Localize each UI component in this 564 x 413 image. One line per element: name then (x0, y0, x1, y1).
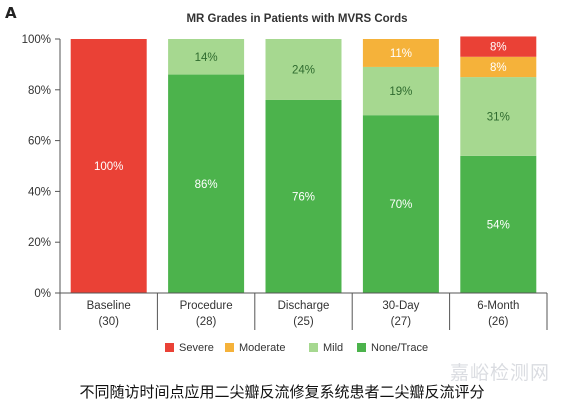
panel-label: A (5, 4, 17, 22)
y-tick-label: 80% (28, 85, 51, 97)
legend-label: None/Trace (371, 342, 428, 354)
bar-segment-mild (265, 39, 342, 100)
y-tick-label: 0% (34, 288, 51, 300)
x-category-count: (26) (488, 316, 509, 328)
legend: Severe Moderate Mild None/Trace (165, 342, 428, 354)
legend-swatch-severe (165, 343, 174, 352)
bar-segment-mild (168, 39, 245, 75)
x-category-count: (27) (391, 316, 412, 328)
data-label: 24% (292, 64, 315, 76)
data-label: 54% (487, 219, 510, 231)
x-axis-table: Baseline (30) Procedure (28) Discharge (25) 30… (59, 292, 548, 330)
bar-segment-severe (460, 36, 537, 57)
y-tick-label: 40% (28, 186, 51, 198)
data-label: 70% (389, 199, 412, 211)
bar-segment-none-trace (362, 115, 439, 293)
data-label: 8% (490, 42, 507, 54)
y-tick-label: 60% (28, 136, 51, 148)
data-label: 100% (94, 161, 123, 173)
legend-label: Moderate (239, 342, 285, 354)
data-label: 86% (195, 179, 218, 191)
x-category-label: 6-Month (477, 300, 519, 312)
legend-swatch-moderate (225, 343, 234, 352)
y-tick-label: 20% (28, 237, 51, 249)
legend-swatch-none-trace (357, 343, 366, 352)
x-category-label: Baseline (87, 300, 131, 312)
bar-segment-mild (460, 77, 537, 156)
y-tick-label: 100% (22, 34, 51, 46)
x-category-label: Discharge (278, 300, 330, 312)
y-axis: 0% 20% 40% 60% 80% 100% (22, 34, 61, 300)
bar-segment-none-trace (265, 99, 342, 294)
legend-label: Severe (179, 342, 214, 354)
data-label: 8% (490, 62, 507, 74)
watermark: 嘉峪检测网 (449, 362, 550, 384)
legend-label: Mild (323, 342, 343, 354)
data-label: 76% (292, 191, 315, 203)
x-category-count: (25) (293, 316, 314, 328)
bars: 100% 86% 14% 76% 24% 70% 19% 11% 54% 31% 8% 8% (70, 36, 537, 294)
bar-segment-severe (70, 39, 147, 293)
bar-segment-mild (362, 66, 439, 116)
bar-segment-moderate (460, 56, 537, 78)
legend-swatch-mild (309, 343, 318, 352)
data-label: 19% (389, 86, 412, 98)
bar-segment-moderate (362, 39, 439, 67)
x-category-count: (28) (196, 316, 217, 328)
bar-segment-none-trace (168, 74, 245, 293)
bar-segment-none-trace (460, 155, 537, 293)
x-category-label: Procedure (180, 300, 233, 312)
data-label: 14% (195, 52, 218, 64)
x-category-label: 30-Day (382, 300, 419, 312)
x-category-count: (30) (98, 316, 119, 328)
data-label: 31% (487, 111, 510, 123)
data-label: 11% (390, 48, 412, 60)
figure-caption: 不同随访时间点应用二尖瓣反流修复系统患者二尖瓣反流评分 (79, 383, 485, 401)
chart-title: MR Grades in Patients with MVRS Cords (186, 13, 407, 25)
